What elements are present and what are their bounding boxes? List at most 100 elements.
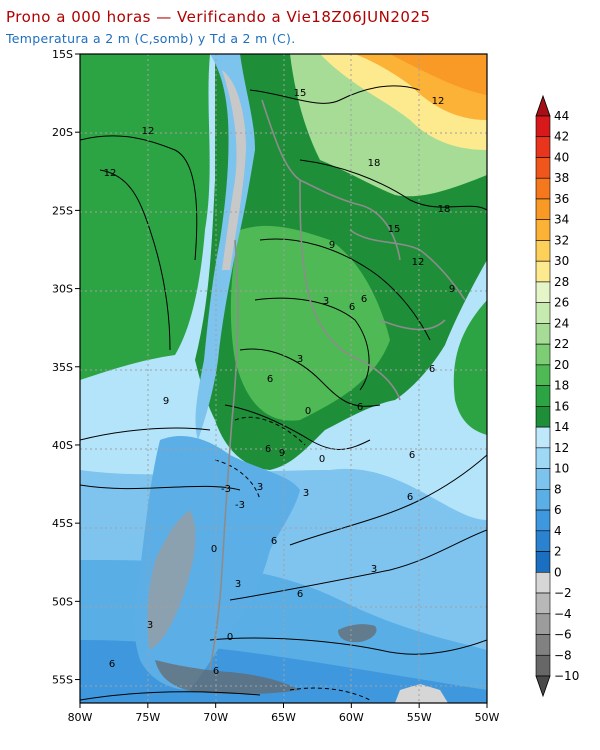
colorbar-swatch (535, 343, 551, 366)
y-tick-label: 20S (52, 126, 73, 139)
contour-label: 6 (429, 364, 435, 375)
falklands-islands (338, 624, 377, 643)
colorbar-swatch (535, 509, 551, 532)
colorbar-label: 30 (554, 254, 569, 268)
colorbar-label: 28 (554, 275, 569, 289)
contour-label: 6 (271, 536, 277, 547)
north-warm-4 (390, 54, 487, 95)
andes-peaks (222, 70, 246, 270)
colorbar-swatch (535, 198, 551, 221)
graticule (80, 54, 487, 703)
colorbar-label: 8 (554, 482, 562, 496)
x-tick-label: 70W (203, 711, 228, 724)
colorbar-swatch (535, 302, 551, 324)
colorbar-label: −2 (554, 586, 572, 600)
contour-label: 6 (265, 444, 271, 455)
colorbar-swatch (535, 530, 551, 552)
colorbar-label: 4 (554, 524, 562, 538)
y-tick-label: 55S (52, 674, 73, 687)
colorbar-swatch (535, 551, 551, 573)
y-tick-label: 15S (52, 48, 73, 61)
contour-label: 0 (227, 632, 233, 643)
colorbar-swatch (535, 281, 551, 303)
contour-label: 3 (323, 296, 329, 307)
colorbar-swatch (535, 592, 551, 615)
colorbar-swatch (535, 136, 551, 158)
colorbar-swatch (535, 157, 551, 179)
contour-label: 6 (407, 492, 413, 503)
contour-label: -3 (235, 500, 245, 511)
colorbar-label: −4 (554, 607, 572, 621)
contour-label: 6 (409, 450, 415, 461)
colorbar-swatch (535, 385, 551, 407)
contour-label: 3 (147, 620, 153, 631)
contour-label: 0 (305, 406, 311, 417)
colorbar-swatch (535, 364, 551, 386)
colorbar-swatch (535, 613, 551, 635)
colorbar-label: 14 (554, 420, 569, 434)
contour-label: 3 (297, 354, 303, 365)
contour-label: 18 (368, 158, 381, 169)
interior-light-green (230, 225, 390, 421)
y-tick-label: 25S (52, 204, 73, 217)
patagonia-land (134, 435, 300, 690)
contour-label: 9 (163, 396, 169, 407)
map-title: Prono a 000 horas — Verificando a Vie18Z… (6, 8, 431, 26)
colorbar-swatch (535, 468, 551, 490)
country-borders (209, 99, 466, 671)
y-tick-label: 30S (52, 283, 73, 296)
contour-label: 3 (303, 488, 309, 499)
y-tick-label: 35S (52, 361, 73, 374)
contour-label: 0 (211, 544, 217, 555)
contour-label: -3 (221, 484, 231, 495)
colorbar-top-arrow (535, 94, 551, 117)
sea-ice-patch (395, 684, 448, 703)
colorbar-swatch (535, 447, 551, 469)
y-tick-label: 40S (52, 439, 73, 452)
colorbar-label: 34 (554, 213, 569, 227)
colorbar-label: 0 (554, 565, 562, 579)
colorbar-label: 16 (554, 399, 569, 413)
colorbar-label: 40 (554, 150, 569, 164)
contour-label: 6 (297, 589, 303, 600)
contour-label: 9 (329, 240, 335, 251)
contour-lines-negative (214, 416, 371, 701)
y-tick-label: 45S (52, 517, 73, 530)
colorbar-label: −8 (554, 648, 572, 662)
colorbar-swatch (535, 654, 551, 677)
contour-label: 12 (432, 96, 445, 107)
contour-label: 3 (371, 564, 377, 575)
contour-label: 15 (294, 88, 307, 99)
x-tick-label: 60W (339, 711, 364, 724)
colorbar-label: 26 (554, 296, 569, 310)
colorbar-label: 10 (554, 462, 569, 476)
x-tick-label: 55W (407, 711, 432, 724)
x-tick-label: 75W (135, 711, 160, 724)
x-axis: 80W 75W 70W 65W 60W 55W 50W (68, 703, 500, 724)
colorbar-label: 24 (554, 316, 569, 330)
contour-label: 6 (213, 666, 219, 677)
colorbar-swatch (535, 219, 551, 241)
colorbar-label: 18 (554, 379, 569, 393)
colorbar-swatch (535, 323, 551, 345)
y-axis: 15S 20S 25S 30S 35S 40S 45S 50S 55S (52, 48, 80, 687)
colorbar-label: 36 (554, 192, 569, 206)
colorbar-label: 2 (554, 545, 562, 559)
contour-label: 12 (412, 257, 425, 268)
colorbar-label: 32 (554, 233, 569, 247)
colorbar-swatch (535, 115, 551, 138)
colorbar-swatch (535, 571, 551, 594)
atlantic-warm (453, 300, 487, 435)
y-tick-label: 50S (52, 595, 73, 608)
contour-label: 15 (388, 224, 401, 235)
colorbar-label: 22 (554, 337, 569, 351)
contour-label: 6 (357, 402, 363, 413)
colorbar-swatch (535, 177, 551, 200)
contour-lines (80, 85, 487, 701)
southern-andes-gray (147, 510, 196, 650)
x-tick-label: 65W (271, 711, 296, 724)
contour-label: 0 (319, 454, 325, 465)
